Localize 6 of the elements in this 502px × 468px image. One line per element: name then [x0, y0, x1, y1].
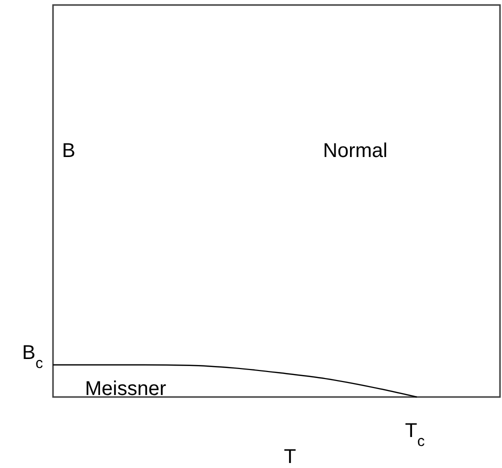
text: T$_{c}$ — [405, 420, 426, 450]
x-axis-title: T — [284, 446, 296, 468]
text: B — [62, 140, 76, 162]
text: Normal — [323, 140, 388, 162]
annotation: Meissner — [85, 378, 166, 400]
annotation: B$_{c}$ — [22, 342, 44, 372]
